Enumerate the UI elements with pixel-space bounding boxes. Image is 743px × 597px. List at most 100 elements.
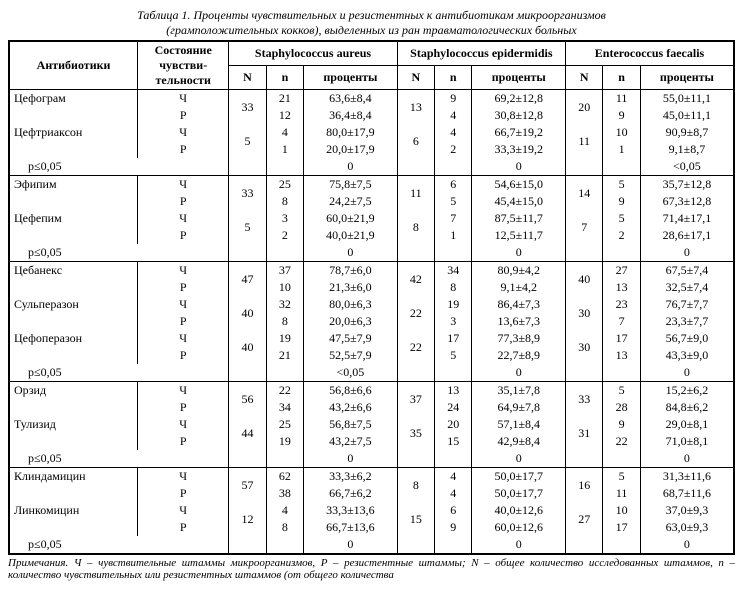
pct-a: 24,2±7,5 xyxy=(304,193,398,210)
n-a: 12 xyxy=(266,107,303,124)
data-table: Антибиотики Состояние чувстви-тельности … xyxy=(8,40,735,555)
cell xyxy=(603,450,640,468)
pct-c: 84,8±6,2 xyxy=(640,399,734,416)
n-c: 23 xyxy=(603,296,640,313)
n-b: 13 xyxy=(435,382,472,400)
n-a: 8 xyxy=(266,193,303,210)
cell xyxy=(566,364,603,382)
N-b: 11 xyxy=(397,176,434,211)
data-row: КлиндамицинЧ576233,3±6,28450,0±17,716531… xyxy=(9,468,734,486)
pct-c: 23,3±7,7 xyxy=(640,313,734,330)
n-a: 8 xyxy=(266,519,303,536)
pct-b: 35,1±7,8 xyxy=(472,382,566,400)
pct-b: 45,4±15,0 xyxy=(472,193,566,210)
pvalue-row: p≤0,05000 xyxy=(9,450,734,468)
hdr-pct-3: проценты xyxy=(640,66,734,90)
data-row: Р1943,2±7,51542,9±8,42271,0±8,1 xyxy=(9,433,734,450)
pct-a: 66,7±6,2 xyxy=(304,485,398,502)
sensitivity-state: Ч xyxy=(138,382,229,400)
cell xyxy=(566,536,603,554)
N-c: 31 xyxy=(566,416,603,450)
data-row: ЦефтриаксонЧ5480,0±17,96466,7±19,2111090… xyxy=(9,124,734,141)
n-c: 10 xyxy=(603,124,640,141)
n-a: 21 xyxy=(266,347,303,364)
n-a: 22 xyxy=(266,382,303,400)
n-b: 5 xyxy=(435,347,472,364)
table-notes: Примечания. Ч – чувствительные штаммы ми… xyxy=(8,557,735,581)
antibiotic-name xyxy=(9,485,138,502)
sensitivity-state: Ч xyxy=(138,416,229,433)
pct-a: 33,3±6,2 xyxy=(304,468,398,486)
pct-c: 71,4±17,1 xyxy=(640,210,734,227)
N-c: 11 xyxy=(566,124,603,158)
n-c: 5 xyxy=(603,176,640,194)
n-a: 34 xyxy=(266,399,303,416)
N-a: 33 xyxy=(229,176,266,211)
pvalue-a: 0 xyxy=(304,450,398,468)
pct-b: 86,4±7,3 xyxy=(472,296,566,313)
cell xyxy=(435,536,472,554)
n-b: 4 xyxy=(435,485,472,502)
pct-b: 77,3±8,9 xyxy=(472,330,566,347)
pvalue-b: 0 xyxy=(472,450,566,468)
antibiotic-name: Сульперазон xyxy=(9,296,138,313)
N-c: 7 xyxy=(566,210,603,244)
n-b: 4 xyxy=(435,468,472,486)
cell xyxy=(435,364,472,382)
N-b: 13 xyxy=(397,90,434,125)
n-c: 11 xyxy=(603,485,640,502)
pct-a: 20,0±6,3 xyxy=(304,313,398,330)
N-b: 8 xyxy=(397,210,434,244)
pct-a: 80,0±6,3 xyxy=(304,296,398,313)
n-b: 7 xyxy=(435,210,472,227)
sensitivity-state: Р xyxy=(138,313,229,330)
pct-b: 50,0±17,7 xyxy=(472,468,566,486)
pvalue-a: 0 xyxy=(304,244,398,262)
n-a: 25 xyxy=(266,176,303,194)
n-c: 2 xyxy=(603,227,640,244)
hdr-species-1: Staphylococcus aureus xyxy=(229,41,397,66)
n-b: 15 xyxy=(435,433,472,450)
n-b: 8 xyxy=(435,279,472,296)
cell xyxy=(229,536,266,554)
n-c: 13 xyxy=(603,347,640,364)
hdr-pct-1: проценты xyxy=(304,66,398,90)
n-a: 3 xyxy=(266,210,303,227)
sensitivity-state: Ч xyxy=(138,210,229,227)
data-row: ТулизидЧ442556,8±7,5352057,1±8,431929,0±… xyxy=(9,416,734,433)
hdr-n-3: n xyxy=(603,66,640,90)
n-a: 62 xyxy=(266,468,303,486)
cell xyxy=(229,158,266,176)
data-row: Р120,0±17,9233,3±19,219,1±8,7 xyxy=(9,141,734,158)
pct-c: 9,1±8,7 xyxy=(640,141,734,158)
sensitivity-state: Ч xyxy=(138,296,229,313)
N-c: 27 xyxy=(566,502,603,536)
n-a: 2 xyxy=(266,227,303,244)
pct-c: 71,0±8,1 xyxy=(640,433,734,450)
caption-line1: Таблица 1. Проценты чувствительных и рез… xyxy=(137,8,606,22)
n-a: 19 xyxy=(266,433,303,450)
pct-a: 47,5±7,9 xyxy=(304,330,398,347)
hdr-species-2: Staphylococcus epidermidis xyxy=(397,41,565,66)
pvalue-row: p≤0,05000 xyxy=(9,536,734,554)
n-c: 27 xyxy=(603,262,640,280)
pct-a: 75,8±7,5 xyxy=(304,176,398,194)
cell xyxy=(603,364,640,382)
n-b: 1 xyxy=(435,227,472,244)
pct-a: 43,2±6,6 xyxy=(304,399,398,416)
pct-c: 28,6±17,1 xyxy=(640,227,734,244)
n-b: 3 xyxy=(435,313,472,330)
cell xyxy=(266,536,303,554)
pct-c: 55,0±11,1 xyxy=(640,90,734,108)
antibiotic-name: Цефтриаксон xyxy=(9,124,138,141)
n-c: 28 xyxy=(603,399,640,416)
pct-b: 54,6±15,0 xyxy=(472,176,566,194)
N-a: 5 xyxy=(229,124,266,158)
N-b: 22 xyxy=(397,296,434,330)
pct-c: 90,9±8,7 xyxy=(640,124,734,141)
pvalue-b: 0 xyxy=(472,158,566,176)
hdr-n-2: n xyxy=(435,66,472,90)
n-c: 11 xyxy=(603,90,640,108)
N-a: 40 xyxy=(229,330,266,364)
n-a: 37 xyxy=(266,262,303,280)
